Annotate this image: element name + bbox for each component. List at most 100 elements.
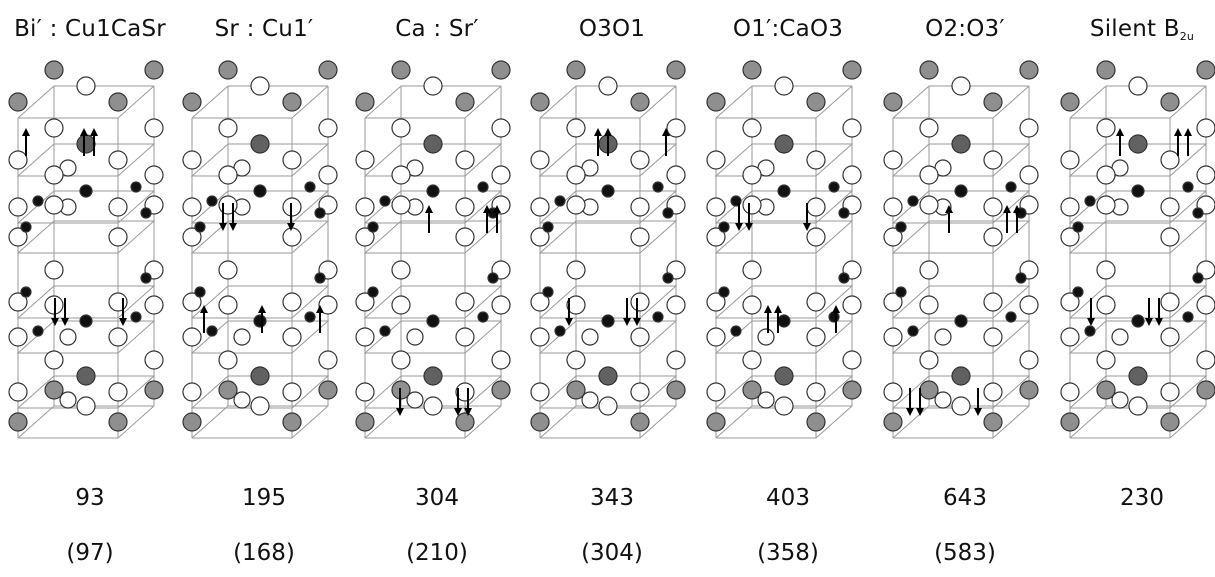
atom <box>777 184 791 198</box>
atom <box>630 412 650 432</box>
atom <box>391 350 411 370</box>
atom <box>907 325 919 337</box>
atom <box>1160 327 1180 347</box>
atom <box>1196 380 1215 400</box>
arrow-head <box>803 223 811 231</box>
atom <box>406 391 424 409</box>
atom <box>566 165 586 185</box>
atom <box>706 412 726 432</box>
atom <box>842 350 862 370</box>
atom <box>742 380 762 400</box>
atom <box>842 60 862 80</box>
atom <box>304 181 316 193</box>
atom <box>838 272 850 284</box>
atom <box>919 295 939 315</box>
arrow-head <box>287 223 295 231</box>
arrow-head <box>633 318 641 326</box>
cell-edge <box>992 405 1030 439</box>
cell-edge <box>1069 405 1107 439</box>
layer-outline <box>1068 143 1208 177</box>
atom <box>706 227 726 247</box>
layer-outline <box>363 143 503 177</box>
atom <box>1160 197 1180 217</box>
atom <box>706 292 726 312</box>
atom <box>44 350 64 370</box>
arrow-head <box>1116 128 1124 136</box>
atom <box>182 150 202 170</box>
atom <box>1196 350 1215 370</box>
atom <box>108 197 128 217</box>
arrow-head <box>22 128 30 136</box>
calculated-frequency: 643 <box>943 485 987 511</box>
atom <box>282 327 302 347</box>
arrow-head <box>745 223 753 231</box>
arrow-head <box>974 408 982 416</box>
atom <box>426 314 440 328</box>
atom <box>806 412 826 432</box>
cell-edge <box>17 405 55 439</box>
arrow-head <box>1003 205 1011 213</box>
atom <box>79 184 93 198</box>
atom <box>1128 396 1148 416</box>
atom <box>742 165 762 185</box>
layer-outline <box>714 143 854 177</box>
atom <box>806 327 826 347</box>
atom <box>477 181 489 193</box>
arrow-head <box>1087 318 1095 326</box>
atom <box>1072 221 1084 233</box>
atom <box>919 165 939 185</box>
atom <box>742 195 762 215</box>
atom <box>530 92 550 112</box>
atom <box>1005 311 1017 323</box>
arrow-head <box>832 305 840 313</box>
atom <box>250 396 270 416</box>
atom <box>1019 165 1039 185</box>
arrow-head <box>1155 318 1163 326</box>
atom <box>367 286 379 298</box>
arrow-head <box>764 305 772 313</box>
arrow-head <box>425 205 433 213</box>
atom <box>144 350 164 370</box>
atom <box>455 92 475 112</box>
atom <box>355 227 375 247</box>
atom <box>491 380 511 400</box>
atom <box>367 221 379 233</box>
arrow-head <box>61 318 69 326</box>
atom <box>20 286 32 298</box>
atom <box>1196 118 1215 138</box>
atom <box>1160 412 1180 432</box>
atom <box>44 380 64 400</box>
cell-edge <box>464 85 502 119</box>
atom <box>314 272 326 284</box>
atom <box>1019 60 1039 80</box>
atom <box>455 227 475 247</box>
atom <box>598 366 618 386</box>
atom <box>652 181 664 193</box>
atom <box>566 350 586 370</box>
cell-edge <box>815 405 853 439</box>
atom <box>1019 118 1039 138</box>
atom <box>883 412 903 432</box>
atom <box>140 272 152 284</box>
atom <box>1196 165 1215 185</box>
atom <box>630 327 650 347</box>
atom <box>1111 328 1129 346</box>
atom <box>983 382 1003 402</box>
atom <box>355 92 375 112</box>
atom <box>842 165 862 185</box>
atom <box>530 327 550 347</box>
atom <box>1084 195 1096 207</box>
mode-title: Silent B2u <box>1056 16 1215 43</box>
atom <box>282 227 302 247</box>
atom <box>838 207 850 219</box>
mode-title: Sr : Cu1′ <box>214 16 314 42</box>
mode-title: Ca : Sr′ <box>395 16 479 42</box>
atom <box>76 396 96 416</box>
atom <box>566 260 586 280</box>
atom <box>895 221 907 233</box>
atom <box>282 150 302 170</box>
atom <box>630 150 650 170</box>
mode-panel: O2:O3′ 643 (583) <box>879 0 1051 577</box>
atom <box>491 295 511 315</box>
atom <box>44 165 64 185</box>
